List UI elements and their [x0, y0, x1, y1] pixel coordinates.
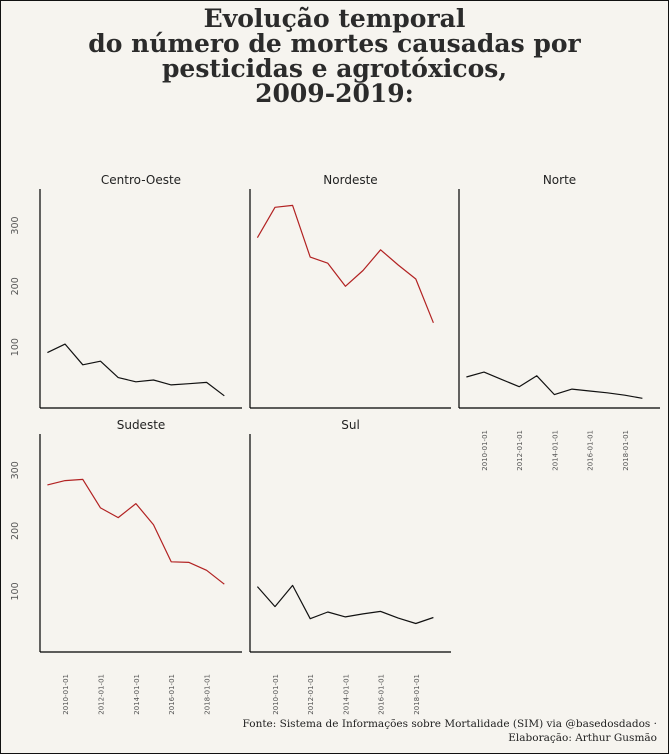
- y-tick-label: 200: [10, 277, 21, 295]
- chart-title-line: pesticidas e agrotóxicos,: [161, 54, 508, 83]
- y-tick-label: 100: [10, 582, 21, 600]
- y-tick-label: 300: [10, 216, 21, 234]
- panel-label: Sudeste: [117, 418, 166, 432]
- chart-title: Evolução temporal do número de mortes ca…: [0, 6, 669, 106]
- x-tick-label: 2014-01-01: [133, 674, 141, 715]
- chart-title-line: Evolução temporal: [203, 4, 466, 33]
- chart-title-line: 2009-2019:: [255, 79, 414, 108]
- series-line: [47, 343, 225, 397]
- series-line: [466, 371, 643, 399]
- x-tick-label: 2018-01-01: [413, 674, 421, 715]
- x-tick-label: 2016-01-01: [168, 674, 176, 715]
- x-tick-label: 2014-01-01: [342, 674, 350, 715]
- panel-label: Sul: [341, 418, 360, 432]
- x-tick-label: 2010-01-01: [62, 674, 70, 715]
- x-tick-label: 2014-01-01: [551, 430, 559, 471]
- x-tick-label: 2012-01-01: [516, 430, 524, 471]
- x-tick-label: 2018-01-01: [204, 674, 212, 715]
- y-tick-label: 300: [10, 461, 21, 479]
- caption-line: Elaboração: Arthur Gusmão: [508, 732, 657, 744]
- x-tick-label: 2012-01-01: [97, 674, 105, 715]
- x-tick-label: 2016-01-01: [587, 430, 595, 471]
- caption-line: Fonte: Sistema de Informações sobre Mort…: [242, 718, 657, 730]
- y-tick-label: 100: [10, 338, 21, 356]
- panel-label: Nordeste: [323, 173, 377, 187]
- series-line: [256, 204, 434, 324]
- x-tick-label: 2016-01-01: [378, 674, 386, 715]
- x-tick-label: 2010-01-01: [272, 674, 280, 715]
- chart-title-line: do número de mortes causadas por: [88, 29, 581, 58]
- series-line: [256, 584, 434, 625]
- x-tick-label: 2010-01-01: [481, 430, 489, 471]
- x-tick-label: 2012-01-01: [307, 674, 315, 715]
- source-caption: Fonte: Sistema de Informações sobre Mort…: [243, 717, 657, 745]
- series-line: [47, 478, 225, 585]
- x-tick-label: 2018-01-01: [622, 430, 630, 471]
- panel-label: Norte: [543, 173, 576, 187]
- y-tick-label: 200: [10, 522, 21, 540]
- panel-label: Centro-Oeste: [101, 173, 181, 187]
